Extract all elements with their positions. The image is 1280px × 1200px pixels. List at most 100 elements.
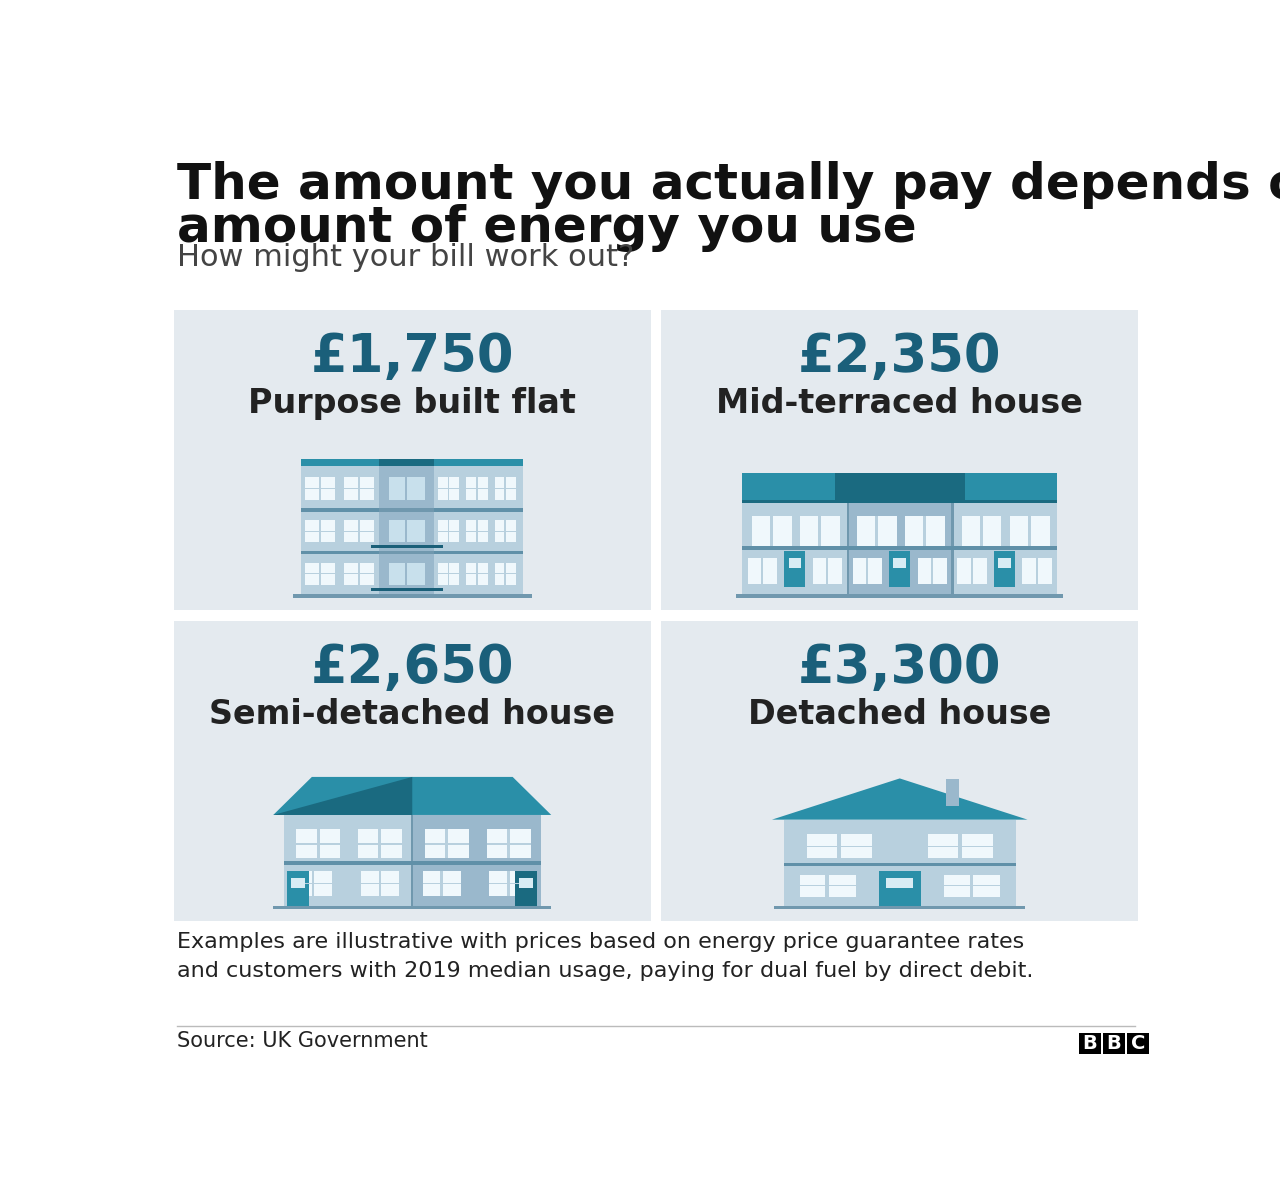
Bar	[297, 844, 340, 845]
Bar	[357, 478, 360, 499]
Bar	[448, 520, 449, 542]
Bar	[411, 815, 413, 906]
Bar	[742, 546, 1057, 551]
Bar	[344, 563, 374, 586]
Bar	[358, 829, 402, 858]
Bar	[319, 520, 321, 542]
Bar	[748, 558, 777, 584]
Bar	[379, 871, 381, 896]
Bar	[893, 558, 906, 569]
Bar	[379, 460, 434, 467]
Bar	[783, 863, 1016, 866]
Bar	[389, 563, 425, 586]
Bar	[742, 500, 847, 594]
Bar	[806, 846, 872, 847]
Bar	[379, 509, 434, 511]
Bar	[516, 871, 538, 906]
Bar	[980, 516, 983, 546]
Text: How might your bill work out?: How might your bill work out?	[177, 242, 635, 271]
Bar	[302, 509, 379, 511]
Bar	[1010, 516, 1050, 546]
Bar	[890, 551, 910, 587]
Bar	[788, 558, 801, 569]
Bar	[507, 829, 511, 858]
Bar	[972, 558, 973, 584]
Bar	[905, 516, 945, 546]
Bar	[1023, 558, 1052, 584]
Bar	[785, 551, 805, 587]
Bar	[806, 834, 872, 858]
Bar	[742, 473, 1057, 500]
Bar	[1128, 1032, 1149, 1054]
Text: The amount you actually pay depends on the: The amount you actually pay depends on t…	[177, 161, 1280, 209]
Bar	[448, 478, 449, 499]
Bar	[319, 563, 321, 586]
Bar	[434, 460, 524, 467]
Bar	[957, 558, 987, 584]
Bar	[379, 829, 381, 858]
Bar	[879, 871, 920, 906]
Text: Detached house: Detached house	[748, 697, 1051, 731]
Bar	[494, 563, 516, 586]
Bar	[425, 844, 468, 845]
Bar	[504, 520, 506, 542]
Bar	[476, 520, 477, 542]
Bar	[440, 871, 443, 896]
Bar	[504, 478, 506, 499]
Bar	[389, 520, 425, 542]
Bar	[662, 310, 1138, 610]
Bar	[358, 844, 402, 845]
Bar	[946, 779, 959, 806]
Bar	[434, 509, 524, 511]
Bar	[662, 620, 1138, 920]
Bar	[273, 906, 552, 910]
Bar	[998, 558, 1011, 569]
Bar	[952, 500, 1057, 594]
Bar	[476, 478, 477, 499]
Bar	[969, 875, 974, 896]
Bar	[406, 563, 407, 586]
Bar	[931, 558, 933, 584]
Bar	[311, 871, 315, 896]
Polygon shape	[273, 776, 552, 815]
Bar	[867, 558, 868, 584]
Bar	[344, 478, 374, 499]
Text: Source: UK Government: Source: UK Government	[177, 1031, 428, 1051]
Bar	[783, 820, 1016, 906]
Bar	[957, 834, 963, 858]
Bar	[961, 516, 1001, 546]
Bar	[316, 829, 320, 858]
Bar	[486, 844, 531, 845]
Bar	[476, 563, 477, 586]
Bar	[344, 520, 374, 542]
Bar	[494, 478, 516, 499]
Bar	[928, 834, 993, 858]
Text: £2,650: £2,650	[311, 642, 515, 694]
Bar	[294, 871, 333, 896]
Bar	[434, 551, 524, 554]
Bar	[284, 815, 412, 906]
Bar	[489, 883, 529, 884]
Bar	[297, 829, 340, 858]
Bar	[288, 871, 310, 906]
Bar	[425, 829, 468, 858]
Bar	[357, 520, 360, 542]
Bar	[943, 875, 1000, 896]
Bar	[422, 871, 461, 896]
Bar	[292, 878, 306, 888]
Bar	[852, 558, 882, 584]
Bar	[284, 862, 541, 865]
Bar	[736, 594, 1064, 598]
Bar	[1028, 516, 1030, 546]
Bar	[835, 473, 965, 500]
Bar	[837, 834, 841, 858]
Bar	[293, 594, 532, 598]
Bar	[306, 478, 335, 499]
Bar	[438, 520, 460, 542]
Bar	[406, 520, 407, 542]
Bar	[174, 310, 650, 610]
Bar	[1103, 1032, 1125, 1054]
Bar	[813, 558, 842, 584]
Bar	[774, 906, 1025, 908]
Bar	[1036, 558, 1038, 584]
